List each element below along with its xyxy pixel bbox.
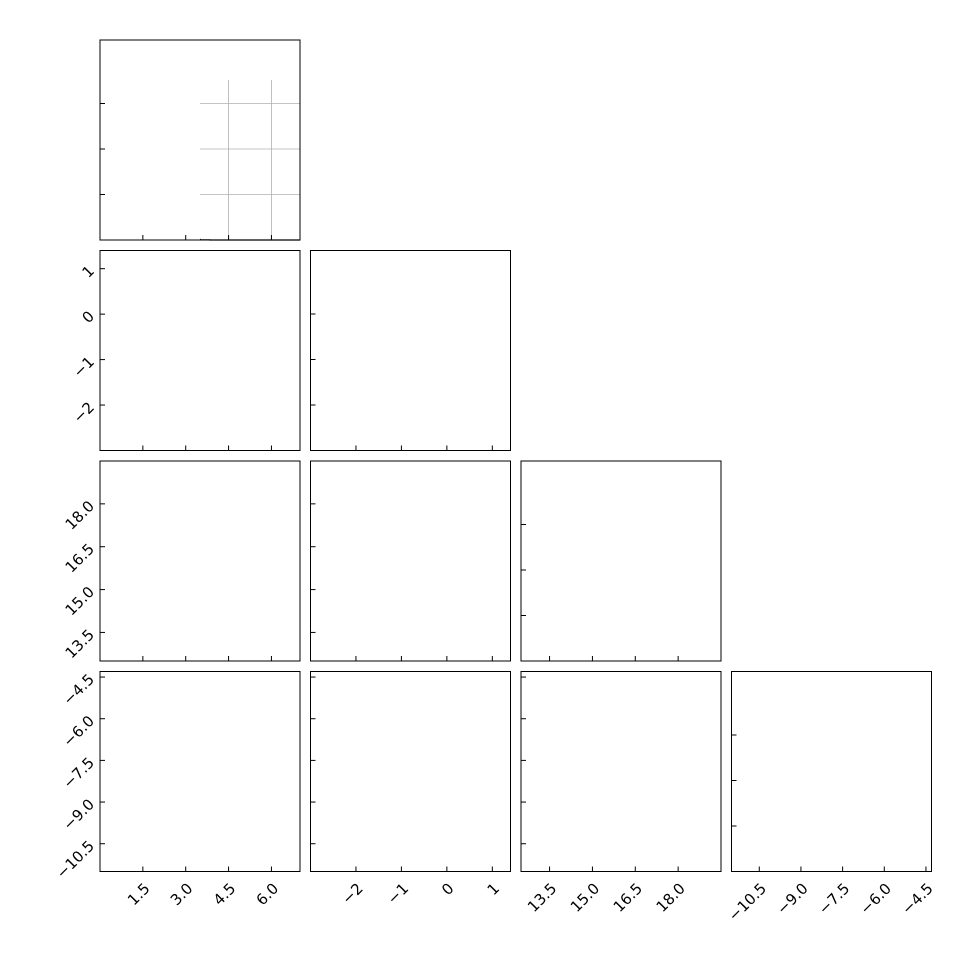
x-tick-label: 1.5 xyxy=(124,880,154,910)
scatter-2-0 xyxy=(119,491,195,667)
x-tick-label: −10.5 xyxy=(725,880,770,925)
y-tick-label: 15.0 xyxy=(62,583,98,619)
y-tick-label: −7.5 xyxy=(60,754,98,792)
grid-lines xyxy=(732,672,932,872)
grid-lines xyxy=(521,461,721,661)
y-tick-label: 0 xyxy=(79,307,98,326)
grid-lines xyxy=(100,461,300,661)
y-tick-label: −4.5 xyxy=(60,670,98,708)
contour-3-0-3 xyxy=(123,721,165,817)
y-tick-label: −2 xyxy=(70,398,98,426)
contour-3-0-2 xyxy=(129,732,160,805)
x-tick-label: −9.0 xyxy=(773,880,811,918)
histogram-2 xyxy=(521,479,721,661)
x-tick-label: −1 xyxy=(384,880,412,908)
x-tick-label: 13.5 xyxy=(524,880,560,916)
panel-3-3: −10.5 −9.0 −7.5 −6.0 −4.5 xyxy=(725,672,937,925)
grid-lines xyxy=(311,251,511,451)
panel-2-0: 13.5 15.0 16.5 18.0 xyxy=(62,461,300,667)
density-3-1 xyxy=(351,722,461,812)
y-tick-label: −9.0 xyxy=(60,795,98,833)
y-tick-label: 13.5 xyxy=(62,626,98,662)
x-tick-label: −7.5 xyxy=(815,880,853,918)
panel-2-1 xyxy=(294,461,510,667)
scatter-3-0 xyxy=(119,676,195,861)
histogram-1 xyxy=(311,269,511,451)
y-tick-label: 16.5 xyxy=(62,540,98,576)
contour-3-2-3 xyxy=(566,719,664,814)
scatter-3-2 xyxy=(515,676,691,861)
y-tick-label: 18.0 xyxy=(62,497,98,533)
contour-1-0-3 xyxy=(123,304,165,414)
contour-2-0-2 xyxy=(129,531,160,606)
panel-frame xyxy=(311,672,511,872)
contour-3-2-1 xyxy=(590,744,639,793)
grid-lines xyxy=(100,40,300,240)
panel-3-2: 13.5 15.0 16.5 18.0 xyxy=(515,672,721,916)
panel-1-0: −2 −1 0 1 xyxy=(70,251,300,467)
panel-frame xyxy=(100,251,300,451)
x-tick-label: 1 xyxy=(484,880,503,899)
scatter-2-1 xyxy=(294,491,486,667)
x-tick-label: 0 xyxy=(438,880,457,899)
density-3-2 xyxy=(571,722,661,812)
scatter-3-1 xyxy=(294,676,486,861)
grid-lines xyxy=(100,251,300,451)
x-tick-label: −2 xyxy=(338,880,366,908)
panel-frame xyxy=(311,251,511,451)
x-tick-label: −4.5 xyxy=(898,880,936,918)
grid-lines xyxy=(311,461,511,661)
panel-1-1 xyxy=(311,251,511,451)
density-1-0 xyxy=(120,301,170,411)
grid-lines xyxy=(521,672,721,872)
contour-3-1-1 xyxy=(377,743,432,792)
panel-frame xyxy=(100,40,300,240)
contour-2-1-2 xyxy=(363,531,445,606)
contour-2-0-3 xyxy=(123,521,165,619)
panel-0-0 xyxy=(100,40,300,240)
panel-frame xyxy=(521,461,721,661)
x-tick-label: 16.5 xyxy=(610,880,646,916)
grid-lines xyxy=(311,672,511,872)
density-3-0 xyxy=(120,722,170,812)
y-tick-label: −1 xyxy=(70,353,98,381)
panel-frame xyxy=(521,672,721,872)
panel-frame xyxy=(100,672,300,872)
panel-3-0: −10.5 −9.0−7.5 −6.0 −4.5 1.5 3.0 4.5 6.0 xyxy=(53,670,300,909)
x-tick-label: 4.5 xyxy=(210,880,240,910)
y-tick-label: −6.0 xyxy=(60,712,98,750)
panel-2-2 xyxy=(521,461,721,661)
scatter-1-0 xyxy=(119,274,195,466)
y-tick-label: −10.5 xyxy=(53,837,98,882)
contour-1-0-1 xyxy=(134,329,155,385)
x-tick-label: 6.0 xyxy=(253,880,283,910)
x-tick-label: −6.0 xyxy=(857,880,895,918)
x-tick-label: 15.0 xyxy=(567,880,603,916)
grid-lines xyxy=(100,672,300,872)
contour-3-0-1 xyxy=(134,743,155,792)
density-2-0 xyxy=(120,521,170,621)
histogram-3 xyxy=(732,690,932,872)
contour-3-2-2 xyxy=(578,731,651,803)
x-tick-label: 18.0 xyxy=(653,880,689,916)
panel-frame xyxy=(100,461,300,661)
y-tick-label: 1 xyxy=(79,262,98,281)
panel-frame xyxy=(311,461,511,661)
contour-3-1-2 xyxy=(363,732,445,805)
panel-3-1: −2 −1 0 1 xyxy=(294,672,510,908)
contour-2-1-3 xyxy=(349,521,460,619)
density-2-1 xyxy=(341,521,461,621)
panel-frame xyxy=(732,672,932,872)
contour-1-0-2 xyxy=(129,316,160,400)
contour-3-1-3 xyxy=(349,721,460,817)
x-tick-label: 3.0 xyxy=(167,880,197,910)
contour-2-0-1 xyxy=(134,543,155,593)
contour-2-1-1 xyxy=(377,543,432,593)
